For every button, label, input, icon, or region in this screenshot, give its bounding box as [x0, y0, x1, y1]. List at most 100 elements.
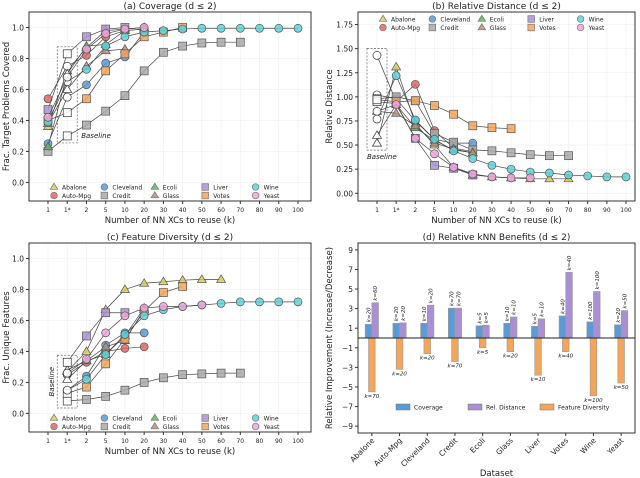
legend-item: Auto-Mpg: [50, 422, 91, 431]
legend-label: Votes: [539, 25, 555, 32]
x-tick-label: Ecoli: [468, 436, 487, 455]
data-point: [101, 58, 111, 68]
data-point: [583, 171, 593, 181]
y-tick-label: 1.0: [12, 23, 24, 32]
y-tick-label: 0.50: [336, 141, 353, 150]
legend-label: Yeast: [263, 424, 280, 431]
legend-label: Auto-Mpg: [391, 25, 420, 32]
x-tick-label: 1: [46, 438, 50, 445]
bar-rel-distance: [510, 316, 518, 339]
bar-rel-distance: [537, 318, 545, 339]
data-point: [235, 23, 245, 33]
data-point: [274, 297, 284, 307]
x-tick-label: 40: [179, 207, 187, 214]
baseline-point: [62, 385, 72, 395]
data-point: [487, 172, 497, 182]
baseline-box: [56, 46, 78, 144]
data-point: [197, 23, 207, 33]
legend-label: Glass: [490, 25, 506, 32]
data-point: [82, 94, 91, 104]
data-point: [139, 328, 149, 338]
x-tick-label: 90: [275, 438, 283, 445]
data-point: [139, 278, 150, 287]
bar-coverage: [503, 323, 511, 339]
legend-marker: [201, 422, 209, 431]
legend-marker: [428, 15, 437, 23]
chart-title: (a) Coverage (d ≤ 2): [123, 2, 216, 12]
data-point: [100, 341, 111, 351]
x-axis-label: Number of NN XCs to reuse (k): [105, 447, 236, 457]
data-point: [410, 115, 420, 125]
bar-label: k=40: [567, 255, 573, 270]
data-point: [82, 120, 91, 130]
y-tick-label: −1: [342, 344, 353, 353]
bar-feature-diversity: [562, 337, 570, 353]
legend-label: Coverage: [414, 405, 443, 412]
x-tick-label: 90: [275, 207, 283, 214]
bar-label: k=50: [614, 385, 629, 391]
y-tick-label: 0.4: [12, 347, 24, 356]
legend-marker: [100, 191, 109, 200]
y-axis-label: Relative Improvement (Increase/Decrease): [325, 247, 335, 429]
legend-label: Ecoli: [163, 416, 177, 423]
y-tick-label: 9: [348, 246, 353, 255]
data-point: [430, 160, 439, 170]
legend-marker: [576, 15, 585, 23]
data-point: [216, 23, 226, 33]
legend-label: Ecoli: [490, 17, 504, 24]
bar-coverage: [558, 315, 567, 339]
data-point: [120, 24, 130, 34]
series-auto-mpg: [372, 51, 478, 157]
bar-feature-diversity: [617, 337, 625, 384]
x-tick-label: 30: [160, 207, 168, 214]
data-point: [159, 47, 168, 57]
x-tick-label: 2: [85, 207, 89, 214]
data-point: [101, 41, 111, 51]
legend-label: Votes: [213, 424, 229, 431]
legend-label: Cleveland: [112, 185, 142, 192]
baseline-point: [62, 368, 72, 378]
legend-item: Yeast: [251, 422, 280, 431]
legend-item: Yeast: [576, 23, 605, 32]
legend-swatch: [467, 403, 483, 411]
legend-label: Abalone: [62, 416, 87, 423]
legend-item: Wine: [576, 15, 604, 24]
legend-label: Wine: [264, 185, 279, 192]
legend-item: Votes: [201, 422, 230, 431]
data-point: [449, 146, 458, 156]
data-point: [410, 79, 420, 89]
legend-marker: [100, 183, 109, 191]
bar-label: k=20: [503, 354, 518, 360]
bar-feature-diversity: [506, 337, 514, 353]
y-tick-label: 0.2: [12, 378, 24, 387]
legend-marker: [50, 422, 58, 431]
legend-label: Yeast: [263, 193, 280, 200]
baseline-label: Baseline: [48, 367, 56, 397]
legend-item: Ecoli: [150, 182, 177, 192]
data-point: [120, 91, 130, 101]
legend-marker: [251, 183, 260, 191]
legend-marker: [150, 422, 160, 430]
legend-swatch: [539, 403, 555, 411]
data-point: [101, 66, 111, 76]
legend-marker: [100, 414, 109, 422]
legend-label: Credit: [440, 25, 459, 32]
data-point: [159, 373, 168, 383]
data-point: [564, 170, 573, 180]
data-point: [545, 168, 554, 178]
legend-marker: [201, 183, 209, 191]
x-tick-label: 20: [140, 207, 148, 214]
data-point: [82, 374, 91, 384]
bar-label: k=20: [367, 307, 373, 322]
data-point: [82, 395, 91, 404]
data-point: [564, 151, 573, 161]
data-point: [430, 149, 439, 159]
data-point: [468, 154, 478, 163]
bar-label: k=100: [584, 398, 603, 404]
y-axis-label: Frac. Target Problems Covered: [2, 42, 12, 171]
panel-3: (c) Feature Diversity (d ≤ 2) Frac. Uniqu…: [2, 233, 312, 457]
chart-title: (c) Feature Diversity (d ≤ 2): [107, 233, 233, 243]
data-point: [391, 71, 401, 80]
data-point: [391, 108, 402, 117]
data-point: [82, 44, 91, 54]
